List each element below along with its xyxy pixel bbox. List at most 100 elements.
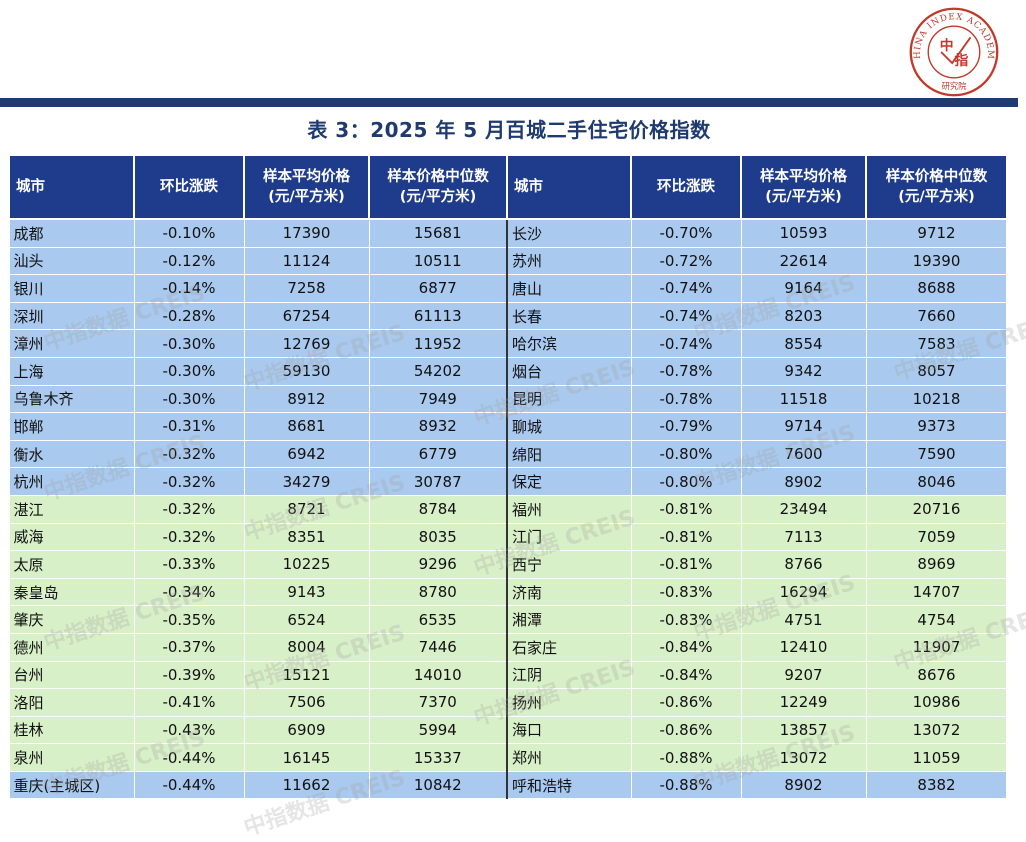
- cell-avg-right: 13072: [740, 743, 867, 772]
- cell-city: 邯郸: [8, 412, 135, 441]
- cell-city: 深圳: [8, 301, 135, 331]
- cell-avg-right: 8902: [740, 467, 867, 496]
- cell-median-right: 10986: [865, 688, 1006, 717]
- cell-city-right: 西宁: [506, 550, 632, 579]
- cell-median: 11952: [368, 329, 508, 358]
- cell-mom-right: -0.84%: [630, 632, 742, 662]
- header-row: 城市 环比涨跌 样本平均价格 (元/平方米) 样本价格中位数 (元/平方米) 城市 …: [8, 154, 1006, 220]
- cell-city-right: 江门: [506, 522, 632, 552]
- cell-city: 威海: [8, 522, 135, 552]
- cell-median: 61113: [368, 301, 508, 331]
- cell-median-right: 13072: [865, 715, 1006, 745]
- cell-mom-right: -0.74%: [630, 329, 742, 358]
- cell-avg-right: 7113: [740, 522, 867, 552]
- column-header-avg-price-right: 样本平均价格 (元/平方米): [740, 154, 867, 220]
- cell-median-right: 9712: [865, 218, 1006, 248]
- cell-mom: -0.44%: [133, 770, 245, 800]
- cell-mom: -0.28%: [133, 301, 245, 331]
- svg-text:中: 中: [940, 37, 954, 54]
- cell-median-right: 8676: [865, 660, 1006, 690]
- cell-mom: -0.31%: [133, 412, 245, 441]
- cell-avg-right: 12249: [740, 688, 867, 717]
- cell-median: 7370: [368, 688, 508, 717]
- cell-mom-right: -0.86%: [630, 688, 742, 717]
- table-row: 肇庆 -0.35% 6524 6535 湘潭 -0.83% 4751 4754: [8, 605, 1006, 634]
- table-row: 邯郸 -0.31% 8681 8932 聊城 -0.79% 9714 9373: [8, 412, 1006, 441]
- cell-median-right: 9373: [865, 412, 1006, 441]
- cell-avg: 34279: [243, 467, 370, 496]
- column-header-median-price: 样本价格中位数 (元/平方米): [368, 154, 508, 220]
- cell-median: 6877: [368, 274, 508, 303]
- cell-mom: -0.32%: [133, 494, 245, 524]
- cell-median-right: 7660: [865, 301, 1006, 331]
- cell-avg: 8004: [243, 632, 370, 662]
- cell-median-right: 8382: [865, 770, 1006, 800]
- cell-avg-right: 8554: [740, 329, 867, 358]
- cell-city: 肇庆: [8, 605, 135, 634]
- cell-mom: -0.10%: [133, 218, 245, 248]
- cell-avg: 9143: [243, 577, 370, 607]
- cell-city: 乌鲁木齐: [8, 384, 135, 414]
- china-index-academy-seal-logo: CHINA INDEX ACADEMY 中 指 研究院: [908, 6, 999, 97]
- cell-avg-right: 9207: [740, 660, 867, 690]
- table-row: 重庆(主城区) -0.44% 11662 10842 呼和浩特 -0.88% 8902 838…: [8, 770, 1006, 800]
- table-row: 乌鲁木齐 -0.30% 8912 7949 昆明 -0.78% 11518 10218: [8, 384, 1006, 414]
- cell-city-right: 济南: [506, 577, 632, 607]
- cell-avg-right: 8766: [740, 550, 867, 579]
- cell-median: 8780: [368, 577, 508, 607]
- cell-median: 10842: [368, 770, 508, 800]
- cell-city-right: 郑州: [506, 743, 632, 772]
- cell-city-right: 湘潭: [506, 605, 632, 634]
- column-header-median-price-right: 样本价格中位数 (元/平方米): [865, 154, 1006, 220]
- cell-mom: -0.39%: [133, 660, 245, 690]
- cell-mom: -0.32%: [133, 522, 245, 552]
- cell-mom: -0.32%: [133, 439, 245, 469]
- cell-mom-right: -0.80%: [630, 467, 742, 496]
- table-row: 台州 -0.39% 15121 14010 江阴 -0.84% 9207 8676: [8, 660, 1006, 690]
- cell-avg-right: 10593: [740, 218, 867, 248]
- cell-median: 8784: [368, 494, 508, 524]
- column-header-city-right: 城市: [506, 154, 632, 220]
- svg-text:指: 指: [954, 52, 968, 69]
- cell-median: 14010: [368, 660, 508, 690]
- cell-city-right: 福州: [506, 494, 632, 524]
- cell-median-right: 19390: [865, 246, 1006, 276]
- cell-avg-right: 12410: [740, 632, 867, 662]
- price-index-table: 城市 环比涨跌 样本平均价格 (元/平方米) 样本价格中位数 (元/平方米) 城市 …: [8, 154, 1006, 800]
- cell-city: 洛阳: [8, 688, 135, 717]
- cell-median: 10511: [368, 246, 508, 276]
- column-header-avg-price: 样本平均价格 (元/平方米): [243, 154, 370, 220]
- cell-median: 15337: [368, 743, 508, 772]
- cell-mom-right: -0.81%: [630, 494, 742, 524]
- cell-median: 30787: [368, 467, 508, 496]
- cell-median: 15681: [368, 218, 508, 248]
- cell-avg: 16145: [243, 743, 370, 772]
- cell-median-right: 10218: [865, 384, 1006, 414]
- cell-avg-right: 8902: [740, 770, 867, 800]
- cell-avg-right: 22614: [740, 246, 867, 276]
- cell-city-right: 烟台: [506, 356, 632, 386]
- cell-city-right: 昆明: [506, 384, 632, 414]
- table-row: 太原 -0.33% 10225 9296 西宁 -0.81% 8766 8969: [8, 550, 1006, 579]
- cell-median: 8035: [368, 522, 508, 552]
- cell-median: 7949: [368, 384, 508, 414]
- cell-avg: 17390: [243, 218, 370, 248]
- cell-median-right: 11059: [865, 743, 1006, 772]
- cell-median: 5994: [368, 715, 508, 745]
- cell-median-right: 11907: [865, 632, 1006, 662]
- cell-mom-right: -0.83%: [630, 577, 742, 607]
- cell-median: 6535: [368, 605, 508, 634]
- cell-mom-right: -0.81%: [630, 522, 742, 552]
- cell-mom: -0.33%: [133, 550, 245, 579]
- cell-median: 8932: [368, 412, 508, 441]
- cell-city: 杭州: [8, 467, 135, 496]
- cell-mom: -0.43%: [133, 715, 245, 745]
- cell-city: 衡水: [8, 439, 135, 469]
- cell-median-right: 20716: [865, 494, 1006, 524]
- cell-city-right: 呼和浩特: [506, 770, 632, 800]
- cell-mom-right: -0.80%: [630, 439, 742, 469]
- cell-city: 漳州: [8, 329, 135, 358]
- cell-city-right: 石家庄: [506, 632, 632, 662]
- svg-text:研究院: 研究院: [942, 81, 967, 91]
- cell-mom: -0.12%: [133, 246, 245, 276]
